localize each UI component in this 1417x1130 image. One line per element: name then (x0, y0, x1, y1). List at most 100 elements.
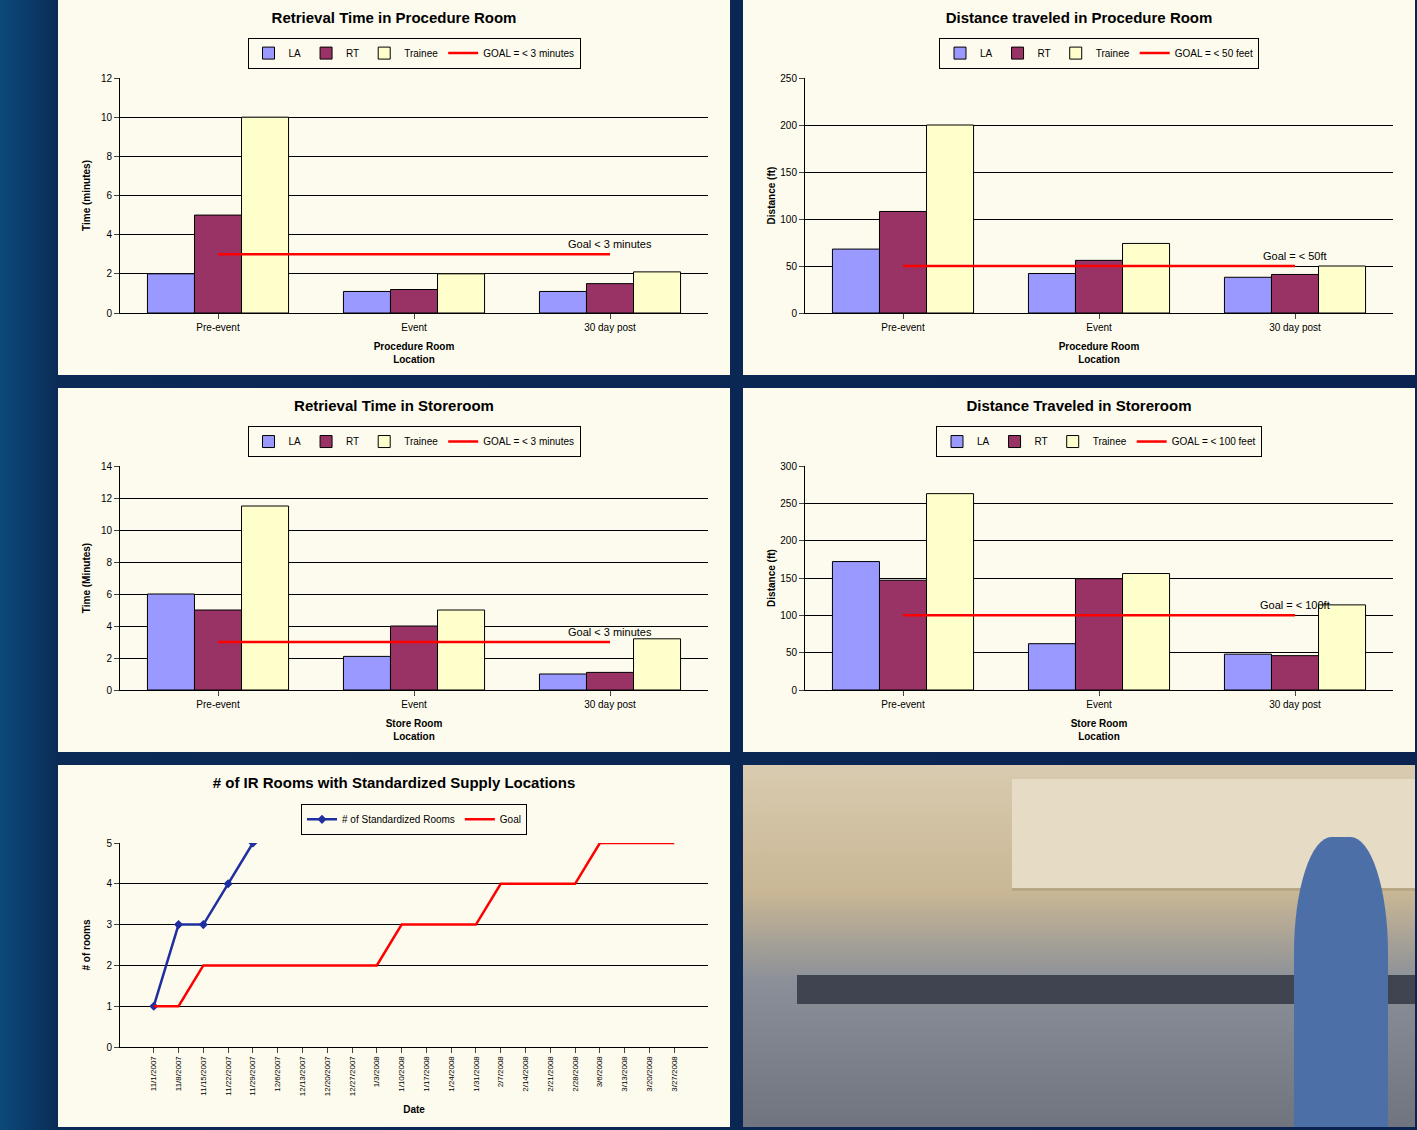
svg-text:GOAL = < 100 feet: GOAL = < 100 feet (1172, 436, 1256, 447)
svg-text:150: 150 (780, 573, 797, 584)
svg-text:Date: Date (403, 1104, 425, 1115)
svg-text:300: 300 (780, 461, 797, 472)
svg-text:# of rooms: # of rooms (81, 919, 92, 971)
svg-text:11/8/2007: 11/8/2007 (174, 1056, 183, 1092)
svg-text:8: 8 (106, 557, 112, 568)
svg-text:11/29/2007: 11/29/2007 (249, 1056, 258, 1096)
svg-text:2/14/2008: 2/14/2008 (521, 1056, 530, 1092)
svg-text:0: 0 (106, 685, 112, 696)
svg-text:200: 200 (780, 535, 797, 546)
svg-text:0: 0 (106, 1042, 112, 1053)
svg-text:2: 2 (106, 960, 112, 971)
svg-text:GOAL = < 3 minutes: GOAL = < 3 minutes (483, 48, 574, 59)
svg-text:1/10/2008: 1/10/2008 (397, 1056, 406, 1092)
svg-text:30 day post: 30 day post (584, 322, 636, 333)
svg-text:11/22/2007: 11/22/2007 (224, 1056, 233, 1096)
svg-text:Pre-event: Pre-event (196, 699, 240, 710)
svg-text:0: 0 (791, 685, 797, 696)
svg-text:1/17/2008: 1/17/2008 (422, 1056, 431, 1092)
svg-text:5: 5 (106, 838, 112, 849)
svg-text:Time (minutes): Time (minutes) (81, 160, 92, 231)
svg-text:GOAL = < 3 minutes: GOAL = < 3 minutes (483, 436, 574, 447)
svg-text:4: 4 (106, 878, 112, 889)
svg-text:RT: RT (346, 48, 359, 59)
svg-text:RT: RT (1035, 436, 1048, 447)
svg-text:10: 10 (101, 525, 113, 536)
svg-text:Pre-event: Pre-event (881, 699, 925, 710)
svg-text:12: 12 (101, 73, 113, 84)
svg-text:LA: LA (980, 48, 993, 59)
svg-text:Distance Traveled in Storeroom: Distance Traveled in Storeroom (966, 397, 1191, 414)
svg-text:30 day post: 30 day post (584, 699, 636, 710)
svg-text:11/15/2007: 11/15/2007 (199, 1056, 208, 1096)
svg-text:50: 50 (786, 647, 798, 658)
svg-text:3/13/2008: 3/13/2008 (620, 1056, 629, 1092)
svg-text:1/3/2008: 1/3/2008 (372, 1056, 381, 1088)
svg-text:1/24/2008: 1/24/2008 (447, 1056, 456, 1092)
svg-text:Time (Minutes): Time (Minutes) (81, 543, 92, 613)
svg-text:50: 50 (786, 261, 798, 272)
svg-text:250: 250 (780, 73, 797, 84)
svg-text:2/7/2008: 2/7/2008 (496, 1056, 505, 1088)
svg-text:3/20/2008: 3/20/2008 (645, 1056, 654, 1092)
svg-text:Distance traveled in Procedure: Distance traveled in Procedure Room (946, 9, 1213, 26)
svg-text:12/20/2007: 12/20/2007 (323, 1056, 332, 1097)
svg-text:# of IR Rooms with Standardize: # of IR Rooms with Standardized Supply L… (213, 774, 576, 791)
svg-text:Store RoomLocation: Store RoomLocation (386, 718, 443, 742)
svg-text:3: 3 (106, 919, 112, 930)
svg-text:Pre-event: Pre-event (881, 322, 925, 333)
svg-text:Trainee: Trainee (1093, 436, 1127, 447)
svg-text:RT: RT (1038, 48, 1051, 59)
svg-text:30 day post: 30 day post (1269, 699, 1321, 710)
svg-text:Goal < 3 minutes: Goal < 3 minutes (568, 238, 652, 250)
svg-text:LA: LA (977, 436, 990, 447)
svg-text:LA: LA (289, 48, 302, 59)
svg-text:2: 2 (106, 268, 112, 279)
svg-text:150: 150 (780, 167, 797, 178)
svg-text:Trainee: Trainee (404, 48, 438, 59)
svg-text:GOAL = < 50 feet: GOAL = < 50 feet (1175, 48, 1253, 59)
svg-text:Distance (ft): Distance (ft) (766, 549, 777, 607)
svg-text:4: 4 (106, 621, 112, 632)
svg-text:Retrieval Time in Procedure Ro: Retrieval Time in Procedure Room (272, 9, 517, 26)
svg-text:200: 200 (780, 120, 797, 131)
svg-text:Goal = < 50ft: Goal = < 50ft (1263, 250, 1327, 262)
svg-text:30 day post: 30 day post (1269, 322, 1321, 333)
svg-text:Procedure RoomLocation: Procedure RoomLocation (374, 341, 455, 365)
svg-text:Distance (ft): Distance (ft) (766, 167, 777, 225)
svg-text:6: 6 (106, 589, 112, 600)
svg-text:Store RoomLocation: Store RoomLocation (1071, 718, 1128, 742)
svg-text:Goal < 3 minutes: Goal < 3 minutes (568, 626, 652, 638)
svg-text:# of Standardized Rooms: # of Standardized Rooms (342, 814, 455, 825)
svg-text:4: 4 (106, 229, 112, 240)
svg-text:Event: Event (1086, 699, 1112, 710)
svg-text:Trainee: Trainee (1096, 48, 1130, 59)
svg-text:12/13/2007: 12/13/2007 (298, 1056, 307, 1097)
svg-text:2/21/2008: 2/21/2008 (546, 1056, 555, 1092)
svg-text:8: 8 (106, 151, 112, 162)
svg-text:0: 0 (791, 308, 797, 319)
svg-text:11/1/2007: 11/1/2007 (149, 1056, 158, 1092)
svg-text:12/6/2007: 12/6/2007 (273, 1056, 282, 1092)
svg-text:Trainee: Trainee (404, 436, 438, 447)
svg-text:14: 14 (101, 461, 113, 472)
svg-text:10: 10 (101, 112, 113, 123)
svg-text:Event: Event (1086, 322, 1112, 333)
svg-text:3/27/2008: 3/27/2008 (670, 1056, 679, 1092)
svg-text:100: 100 (780, 610, 797, 621)
svg-text:6: 6 (106, 190, 112, 201)
svg-text:1: 1 (106, 1001, 112, 1012)
svg-text:12/27/2007: 12/27/2007 (348, 1056, 357, 1097)
svg-text:RT: RT (346, 436, 359, 447)
svg-text:1/31/2008: 1/31/2008 (472, 1056, 481, 1092)
svg-text:2: 2 (106, 653, 112, 664)
svg-text:LA: LA (289, 436, 302, 447)
svg-text:Procedure RoomLocation: Procedure RoomLocation (1059, 341, 1140, 365)
svg-text:12: 12 (101, 493, 113, 504)
svg-text:Event: Event (401, 322, 427, 333)
svg-text:Goal = < 100ft: Goal = < 100ft (1260, 599, 1330, 611)
svg-text:Goal: Goal (500, 814, 521, 825)
svg-text:Pre-event: Pre-event (196, 322, 240, 333)
svg-text:250: 250 (780, 498, 797, 509)
svg-text:2/28/2008: 2/28/2008 (571, 1056, 580, 1092)
